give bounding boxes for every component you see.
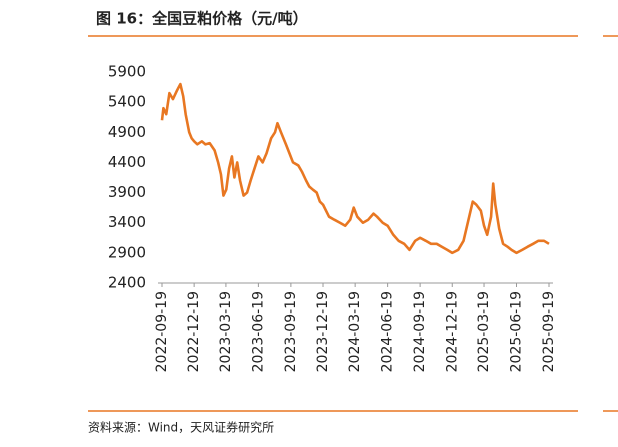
- x-tick-label: 2024-12-19: [444, 291, 460, 372]
- chart-title: 图 16：全国豆粕价格（元/吨）: [96, 10, 308, 28]
- x-tick-label: 2025-09-19: [541, 291, 557, 372]
- x-tick-label: 2024-09-19: [412, 291, 428, 372]
- x-tick-label: 2023-06-19: [250, 291, 266, 372]
- y-tick-label: 3400: [108, 213, 146, 231]
- y-tick-label: 3900: [108, 183, 146, 201]
- y-tick-label: 4400: [108, 153, 146, 171]
- y-tick-label: 5400: [108, 93, 146, 111]
- x-tick-label: 2025-06-19: [509, 291, 525, 372]
- source: 资料来源：Wind，天风证券研究所: [88, 420, 274, 435]
- x-tick-label: 2023-09-19: [283, 291, 299, 372]
- y-tick-label: 5900: [108, 63, 146, 81]
- line-series: [160, 82, 550, 255]
- x-tick-label: 2023-12-19: [315, 291, 331, 372]
- x-tick-label: 2024-03-19: [347, 291, 363, 372]
- y-tick-label: 2400: [108, 274, 146, 292]
- x-tick-label: 2022-12-19: [186, 291, 202, 372]
- y-tick-label: 4900: [108, 123, 146, 141]
- x-tick-label: 2022-09-19: [154, 291, 170, 372]
- x-tick-label: 2024-06-19: [380, 291, 396, 372]
- x-tick-label: 2023-03-19: [218, 291, 234, 372]
- y-tick-label: 2900: [108, 243, 146, 261]
- x-tick-label: 2025-03-19: [476, 291, 492, 372]
